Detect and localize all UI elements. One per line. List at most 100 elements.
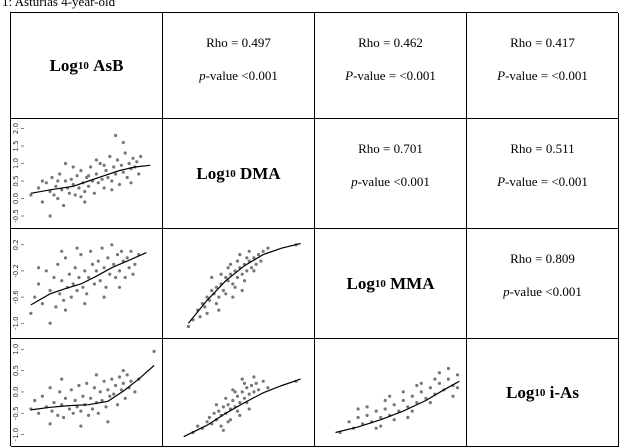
data-point	[245, 269, 249, 273]
data-point	[37, 411, 41, 415]
data-point	[205, 311, 209, 315]
data-point	[231, 295, 235, 299]
label-asb-base: 10	[77, 59, 89, 72]
y-tick-label: -0.6	[12, 290, 20, 304]
data-point	[94, 172, 98, 176]
corr-asb-mma: Rho = 0.462 P-value = <0.001	[315, 13, 467, 119]
data-point	[205, 295, 209, 299]
rho-text: Rho = 0.497	[206, 35, 271, 50]
data-point	[33, 295, 37, 299]
data-point	[219, 424, 223, 428]
data-point	[245, 386, 249, 390]
data-point	[67, 272, 71, 276]
data-point	[256, 253, 261, 257]
data-point	[52, 401, 56, 405]
pvalue-text: P-value = <0.001	[345, 68, 436, 83]
data-point	[419, 390, 423, 394]
data-point	[451, 394, 455, 398]
corr-dma-mma: Rho = 0.701 p-value <0.001	[315, 119, 467, 229]
data-point	[207, 415, 211, 420]
data-point	[56, 179, 60, 183]
data-point	[63, 308, 68, 312]
data-point	[81, 285, 85, 289]
data-point	[108, 272, 112, 276]
data-point	[406, 405, 410, 409]
data-point	[85, 381, 89, 385]
data-point	[56, 262, 60, 266]
smooth-curve	[187, 242, 301, 324]
data-point	[424, 396, 428, 400]
data-point	[71, 282, 75, 286]
data-point	[214, 403, 218, 407]
data-point	[231, 282, 235, 286]
data-point	[186, 324, 190, 329]
data-point	[112, 392, 116, 396]
data-point	[92, 386, 96, 390]
data-point	[69, 177, 73, 181]
data-point	[56, 413, 60, 417]
data-point	[117, 375, 122, 379]
data-point	[226, 420, 230, 424]
data-point	[62, 203, 66, 208]
y-tick-label: 0.0	[12, 386, 20, 397]
data-point	[437, 371, 441, 375]
pvalue-text: P-value = <0.001	[497, 174, 588, 189]
data-point	[231, 388, 235, 392]
data-point	[419, 381, 423, 385]
scatter-mma-vs-asb: -1.0 -0.6 -0.2 0.2	[11, 229, 163, 339]
data-point	[37, 186, 41, 190]
data-point	[92, 282, 96, 286]
data-point	[401, 398, 405, 403]
data-point	[214, 285, 218, 289]
data-point	[119, 249, 123, 253]
corr-dma-ias: Rho = 0.511 P-value = <0.001	[467, 119, 619, 229]
data-point	[79, 253, 83, 257]
data-point	[196, 424, 200, 428]
data-point	[401, 390, 405, 394]
data-point	[48, 214, 52, 218]
correlation-matrix: Log 10 AsB Rho = 0.497 p-value <0.001 Rho…	[10, 12, 619, 447]
data-point	[87, 413, 91, 417]
data-point	[60, 403, 64, 407]
data-point	[87, 275, 91, 280]
data-point	[117, 269, 122, 273]
data-point	[235, 275, 240, 280]
data-point	[129, 249, 133, 253]
data-point	[83, 302, 87, 306]
data-point	[104, 168, 108, 173]
figure-caption: 1: Asturias 4-year-old	[2, 0, 116, 9]
data-point	[73, 193, 77, 197]
data-point	[446, 366, 450, 371]
y-tick-label: 1.0	[12, 158, 20, 169]
data-point	[410, 409, 414, 413]
rho-text: Rho = 0.511	[510, 141, 575, 156]
data-point	[96, 181, 100, 185]
data-point	[266, 246, 270, 250]
data-point	[221, 405, 225, 409]
data-point	[63, 161, 68, 166]
data-point	[224, 275, 228, 280]
data-point	[245, 256, 249, 260]
data-point	[233, 390, 237, 394]
data-point	[100, 177, 104, 181]
scatter-ias-vs-dma	[163, 339, 315, 447]
data-point	[115, 158, 120, 162]
data-point	[56, 196, 60, 201]
data-point	[123, 151, 127, 155]
data-point	[233, 269, 237, 273]
y-tick-label: 0.5	[12, 365, 20, 376]
data-point	[102, 266, 106, 270]
data-point	[110, 377, 114, 381]
data-point	[48, 386, 52, 390]
data-point	[33, 398, 37, 403]
data-point	[139, 154, 143, 159]
data-point	[110, 179, 114, 183]
data-point	[83, 189, 87, 194]
data-point	[221, 428, 225, 432]
scatter-ias-vs-mma	[315, 339, 467, 447]
data-point	[87, 184, 91, 188]
data-point	[115, 403, 120, 407]
data-point	[217, 409, 221, 413]
data-point	[112, 165, 116, 169]
data-point	[63, 179, 68, 183]
